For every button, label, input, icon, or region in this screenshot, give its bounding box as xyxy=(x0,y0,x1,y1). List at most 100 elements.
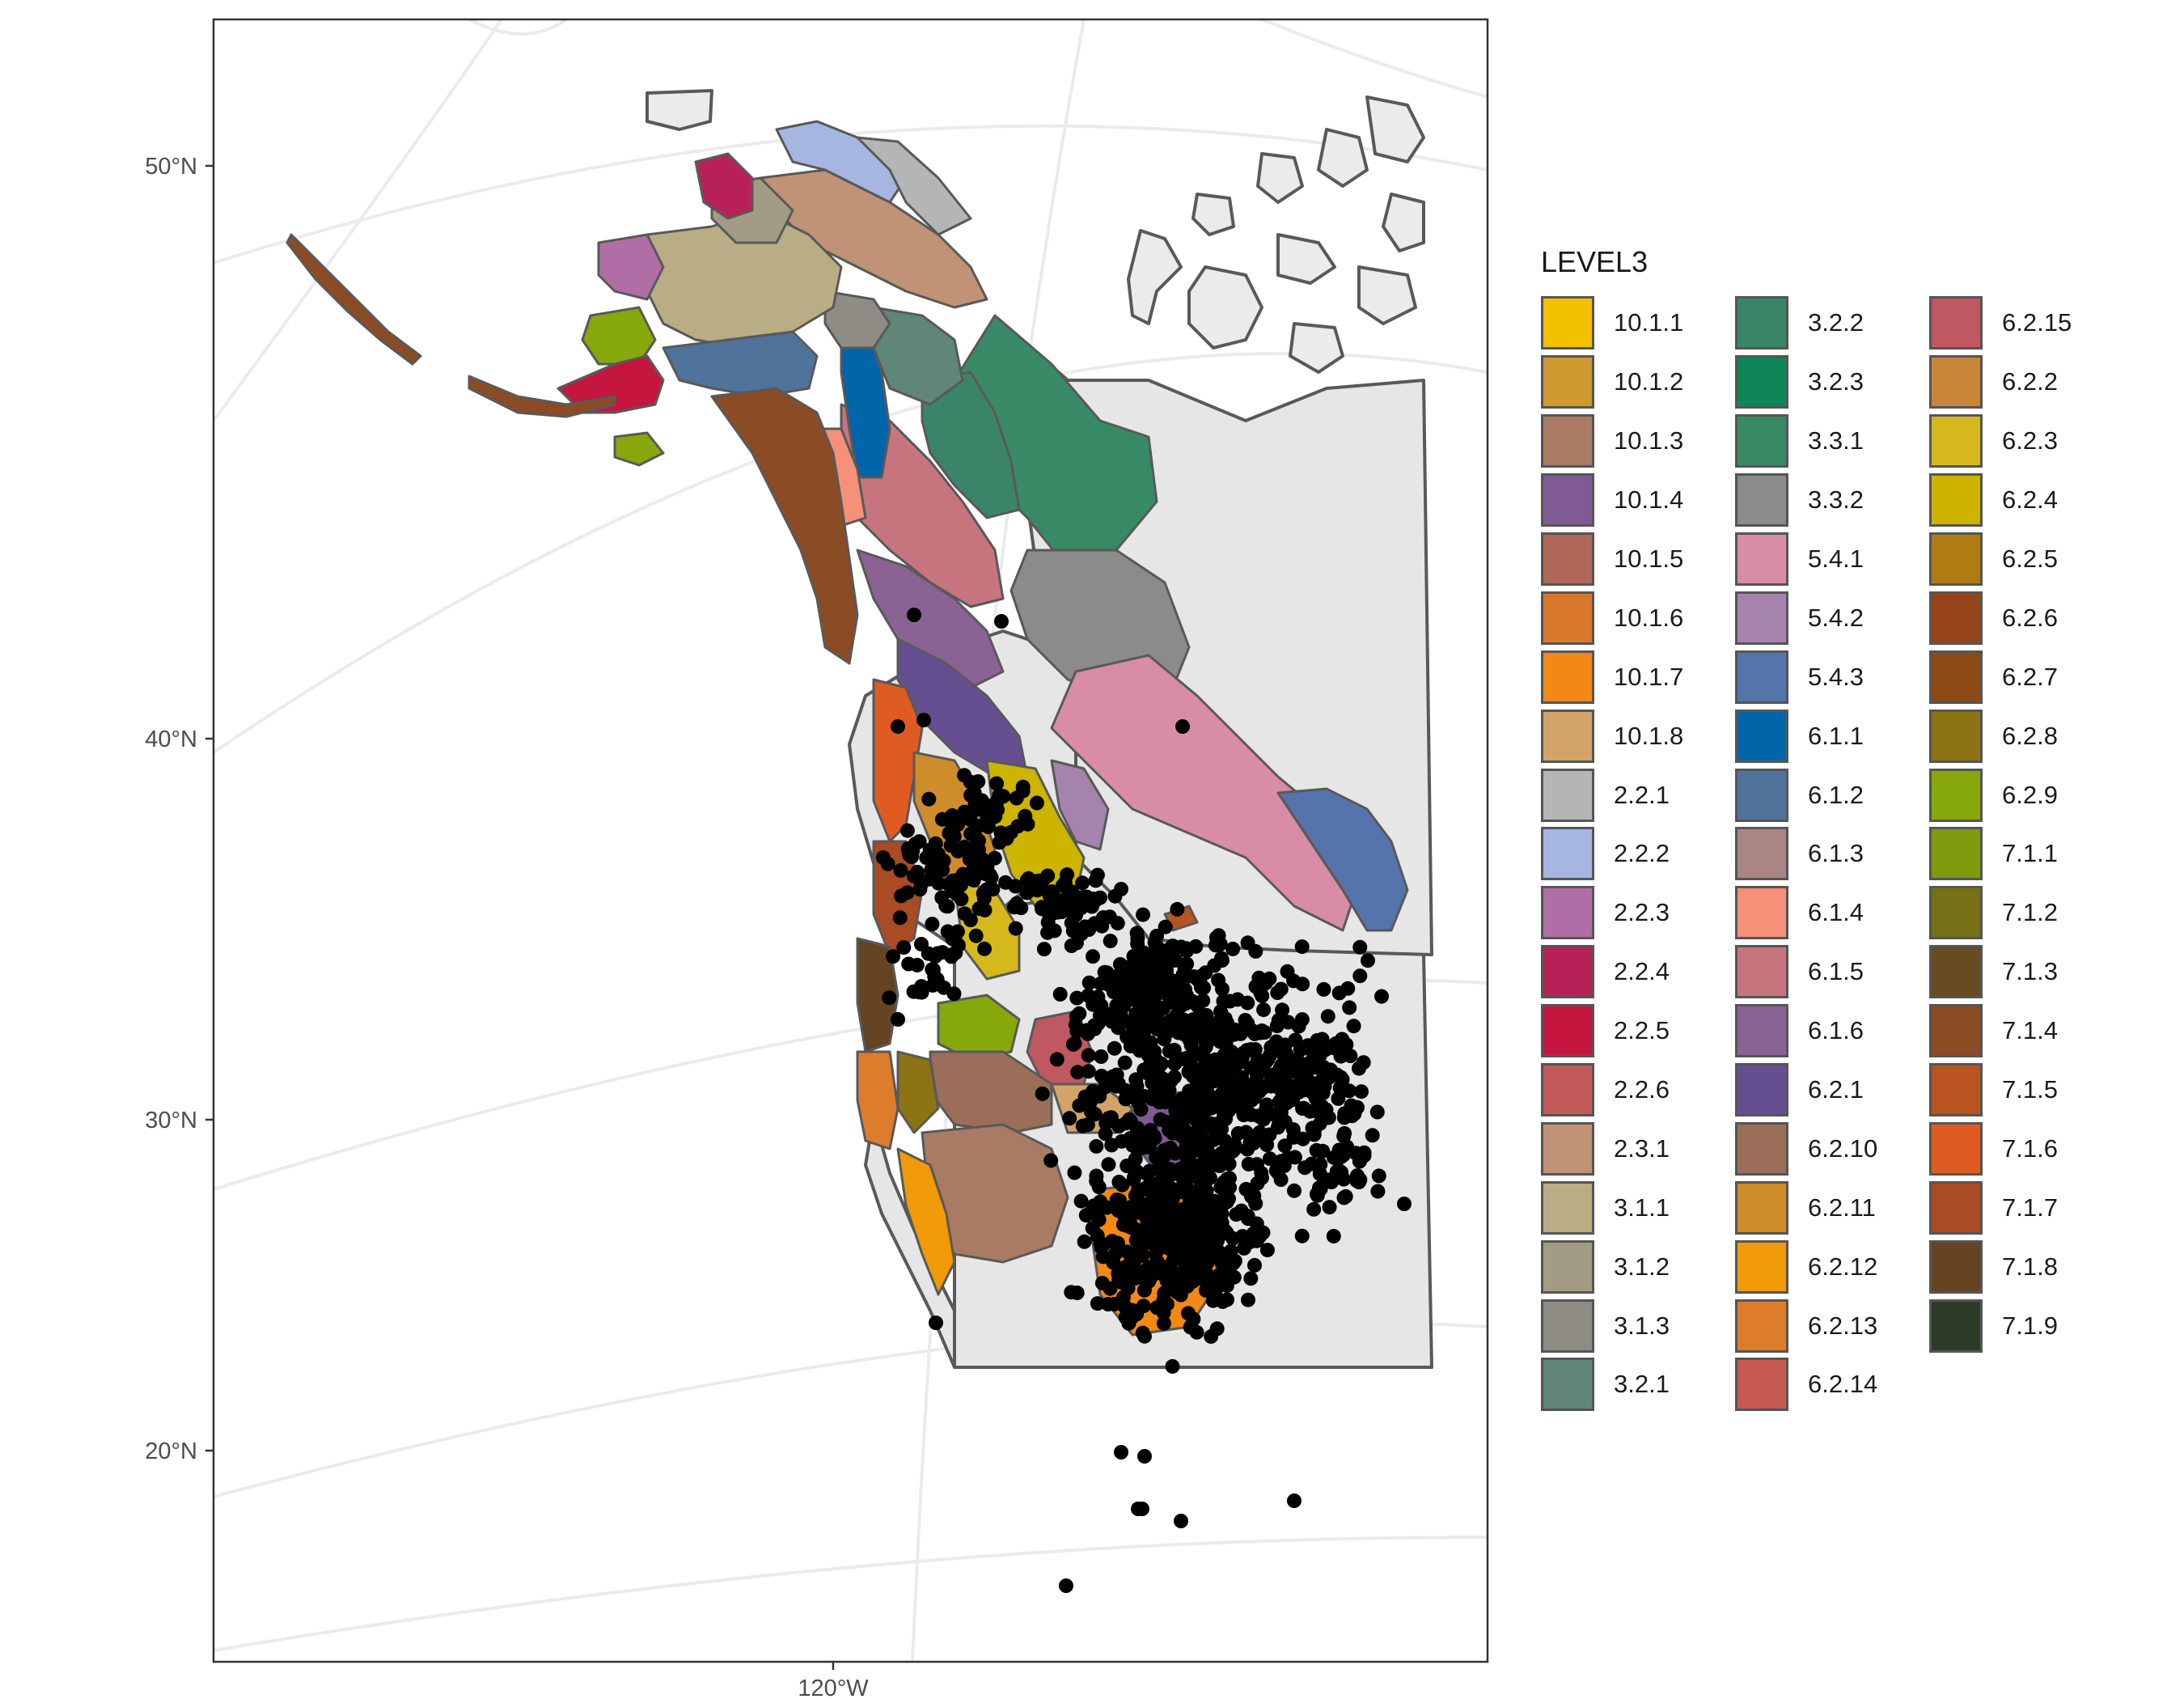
legend-label: 6.2.13 xyxy=(1808,1311,1878,1340)
occurrence-point xyxy=(1397,1197,1412,1211)
occurrence-point xyxy=(1371,1168,1386,1184)
occurrence-point xyxy=(892,910,908,926)
legend-label: 6.2.2 xyxy=(2002,367,2058,396)
occurrence-point xyxy=(968,830,984,845)
arctic-island-9 xyxy=(645,89,713,131)
legend-swatch xyxy=(1735,1358,1788,1412)
legend-item: 6.2.14 xyxy=(1735,1355,1903,1414)
legend-label: 6.1.5 xyxy=(1808,957,1864,986)
legend-item: 3.1.2 xyxy=(1541,1237,1709,1296)
legend-swatch xyxy=(1735,1299,1788,1353)
legend-item: 6.1.4 xyxy=(1735,883,1903,943)
legend-item: 2.3.1 xyxy=(1541,1119,1709,1178)
occurrence-point xyxy=(1130,1121,1145,1136)
occurrence-point xyxy=(1052,986,1068,1002)
legend-label: 3.2.2 xyxy=(1808,308,1864,337)
occurrence-point xyxy=(1352,1172,1368,1188)
occurrence-point xyxy=(976,891,992,906)
legend-item: 7.1.5 xyxy=(1929,1061,2097,1120)
occurrence-point xyxy=(914,937,929,951)
legend-label: 7.1.4 xyxy=(2002,1016,2058,1045)
occurrence-point xyxy=(1107,1040,1122,1056)
occurrence-point xyxy=(1315,1063,1331,1078)
legend-label: 3.3.2 xyxy=(1808,485,1864,515)
occurrence-point xyxy=(1136,907,1150,922)
ecoregion-5-4-1 xyxy=(1050,654,1361,932)
occurrence-point xyxy=(1255,1112,1271,1127)
graticule-arc-west xyxy=(468,19,568,36)
legend-label: 7.1.6 xyxy=(2002,1133,2058,1163)
legend-label: 2.2.6 xyxy=(1614,1075,1670,1104)
legend-column: 3.2.2 3.2.3 3.3.1 3.3.2 5.4.1 5.4.2 5.4.3 6.1.1… xyxy=(1735,294,1903,1414)
legend-item: 7.1.2 xyxy=(1929,883,2097,943)
occurrence-point xyxy=(1167,1166,1182,1181)
occurrence-point xyxy=(945,883,960,899)
occurrence-point xyxy=(905,843,921,858)
occurrence-point xyxy=(1173,1247,1188,1262)
legend-item: 10.1.8 xyxy=(1541,706,1709,765)
legend-label: 10.1.7 xyxy=(1614,662,1684,691)
occurrence-point xyxy=(1214,951,1229,966)
lat-label-40n: 40°N xyxy=(145,727,197,752)
occurrence-point xyxy=(983,807,998,822)
legend-swatch xyxy=(1929,650,1983,704)
occurrence-point xyxy=(1137,1449,1152,1464)
legend-item: 10.1.6 xyxy=(1541,588,1709,647)
lat-label-20n: 20°N xyxy=(145,1438,197,1464)
occurrence-point xyxy=(1271,1117,1286,1133)
occurrence-point xyxy=(1132,1136,1148,1151)
ecoregion-6-2-9-south xyxy=(937,994,1021,1061)
occurrence-point xyxy=(1340,981,1356,996)
occurrence-point xyxy=(922,871,938,887)
occurrence-point xyxy=(1342,1083,1357,1099)
arctic-island-7 xyxy=(1191,193,1235,236)
occurrence-point xyxy=(1115,982,1130,998)
occurrence-point xyxy=(906,868,921,883)
legend-item: 10.1.1 xyxy=(1541,294,1709,353)
occurrence-point xyxy=(1314,1032,1330,1047)
ecoregion-2-2-2 xyxy=(775,120,908,204)
occurrence-point xyxy=(1258,1054,1273,1070)
ecoregion-aleutian-west xyxy=(286,233,422,366)
occurrence-point xyxy=(1206,1277,1221,1292)
occurrence-point xyxy=(921,791,937,807)
occurrence-point xyxy=(1205,1120,1221,1135)
occurrence-point xyxy=(1297,1160,1313,1176)
occurrence-point xyxy=(1077,919,1093,934)
occurrence-point xyxy=(1141,986,1157,1002)
arctic-island-6 xyxy=(1256,152,1304,204)
occurrence-point xyxy=(1322,1200,1337,1215)
occurrence-point xyxy=(1060,867,1075,883)
occurrence-point xyxy=(1029,795,1044,811)
occurrence-point xyxy=(1161,1213,1176,1228)
occurrence-point xyxy=(963,774,978,790)
occurrence-point xyxy=(1243,1042,1259,1057)
occurrence-point xyxy=(1248,1196,1263,1211)
legend-column: 10.1.1 10.1.2 10.1.3 10.1.4 10.1.5 10.1.6 10.1… xyxy=(1541,294,1709,1414)
legend-swatch xyxy=(1735,945,1788,999)
occurrence-point xyxy=(1243,1271,1259,1286)
arctic-island-2 xyxy=(1187,265,1263,350)
occurrence-point xyxy=(1097,964,1112,980)
legend-swatch xyxy=(1735,1239,1788,1294)
occurrence-point xyxy=(1208,1025,1223,1040)
arctic-island-4 xyxy=(1317,128,1369,188)
legend-label: 6.2.15 xyxy=(2002,308,2072,337)
ecoregion-3-2-2 xyxy=(921,371,1021,519)
occurrence-point xyxy=(1136,1299,1151,1314)
occurrence-point xyxy=(1019,885,1035,900)
occurrence-point xyxy=(1084,1104,1099,1120)
occurrence-point xyxy=(1248,979,1263,994)
legend-item: 3.1.3 xyxy=(1541,1296,1709,1355)
legend-label: 6.1.2 xyxy=(1808,780,1864,809)
occurrence-point xyxy=(1338,1188,1353,1204)
legend-swatch xyxy=(1929,591,1983,645)
legend-swatch xyxy=(1929,296,1983,350)
ecoregion-kodiak xyxy=(613,431,665,467)
legend-swatch xyxy=(1541,945,1594,999)
ecoregion-6-2-13 xyxy=(856,1050,899,1150)
occurrence-point xyxy=(1275,1086,1290,1101)
occurrence-point xyxy=(1175,967,1191,982)
occurrence-point xyxy=(1035,1086,1050,1101)
occurrence-point xyxy=(1166,1042,1182,1057)
